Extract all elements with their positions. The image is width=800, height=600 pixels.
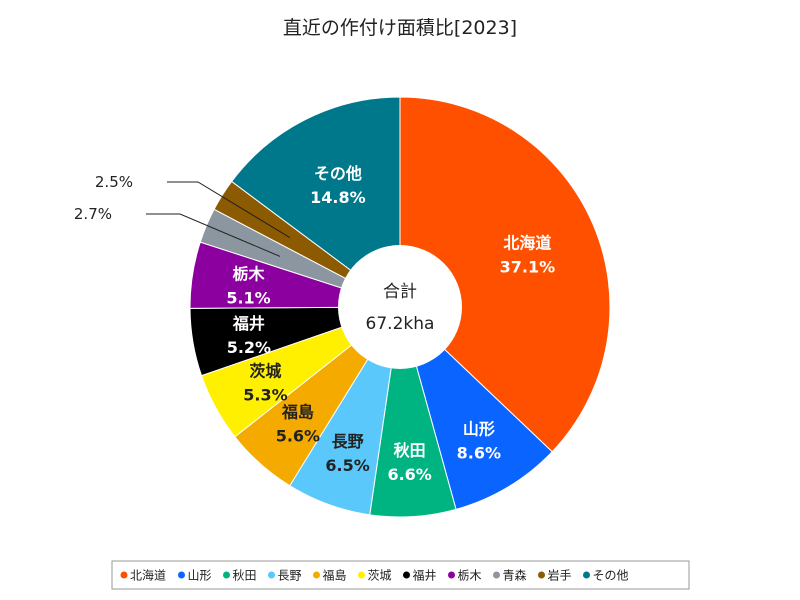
legend-entry-label: 秋田 (233, 569, 257, 583)
slice-1 (399, 96, 611, 453)
slice-value-label: 2.5% (95, 173, 133, 191)
slice-value-label: 14.8% (310, 188, 366, 207)
slice-value-label: 2.7% (74, 205, 112, 223)
legend-entry-label: 茨城 (368, 569, 392, 583)
legend-swatch (538, 571, 545, 579)
slice-name-label: 茨城 (249, 361, 281, 380)
slice-value-label: 5.2% (227, 338, 271, 357)
legend-swatch (448, 571, 455, 579)
slice-value-label: 5.1% (226, 288, 270, 307)
legend-entry-label: 山形 (188, 569, 212, 583)
slice-value-label: 5.6% (276, 426, 320, 445)
slice-name-label: 福井 (232, 314, 265, 333)
slice-2 (399, 305, 553, 510)
legend-entry-label: 青森 (503, 568, 527, 583)
legend-swatch (268, 571, 275, 579)
leader-line (146, 213, 281, 257)
legend-entry-label: 長野 (278, 569, 302, 583)
legend-entry-label: 福島 (323, 568, 347, 583)
center-value: 67.2kha (366, 314, 435, 334)
leader-line (167, 181, 291, 239)
slice-name-label: 北海道 (503, 233, 551, 252)
slice-value-label: 8.6% (457, 443, 501, 462)
slice-name-label: 栃木 (233, 264, 266, 283)
legend: 北海道 山形 秋田 長野 福島 茨城 福井 栃木 青森 岩手 その他 (111, 560, 690, 590)
slice-value-label: 6.6% (387, 465, 431, 484)
legend-swatch (120, 571, 128, 579)
slice-11 (230, 96, 401, 308)
legend-entry-label: その他 (593, 569, 629, 583)
leader-lines (146, 181, 291, 257)
legend-swatch (223, 571, 230, 579)
slice-value-label: 37.1% (500, 257, 556, 276)
legend-swatch (358, 571, 365, 579)
legend-entry-label: 福井 (413, 568, 437, 583)
legend-entry-label: 岩手 (548, 568, 572, 583)
donut-hole (338, 245, 462, 369)
legend-entry-label: 栃木 (458, 569, 482, 583)
slice-name-label: 秋田 (394, 441, 426, 460)
legend-swatch (178, 571, 185, 579)
slice-value-label: 5.3% (243, 385, 287, 404)
legend-swatch (493, 571, 500, 579)
slice-name-label: その他 (314, 164, 362, 183)
chart-title: 直近の作付け面積比[2023] (283, 17, 517, 39)
legend-entry-label: 北海道 (130, 568, 166, 583)
legend-swatch (403, 571, 410, 579)
legend-swatch (313, 571, 320, 579)
slice-labels: 北海道 37.1% 山形 8.6% 秋田 6.6% 長野 6.5% 福島 5.6% 茨城 5.3% 福井… (74, 164, 555, 484)
slice-name-label: 山形 (463, 419, 495, 438)
legend-box (111, 560, 690, 590)
slice-name-label: 福島 (281, 402, 314, 421)
slice-value-label: 6.5% (325, 456, 369, 475)
center-label: 合計 (383, 282, 417, 302)
slice-name-label: 長野 (332, 432, 364, 451)
legend-swatch (583, 571, 590, 579)
